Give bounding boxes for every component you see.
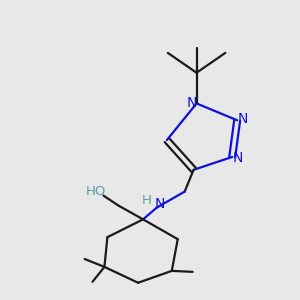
- Text: HO: HO: [86, 184, 106, 198]
- Text: N: N: [154, 197, 164, 212]
- Text: N: N: [237, 112, 248, 126]
- Text: N: N: [233, 152, 243, 165]
- Text: N: N: [187, 96, 197, 110]
- Text: H: H: [142, 194, 152, 207]
